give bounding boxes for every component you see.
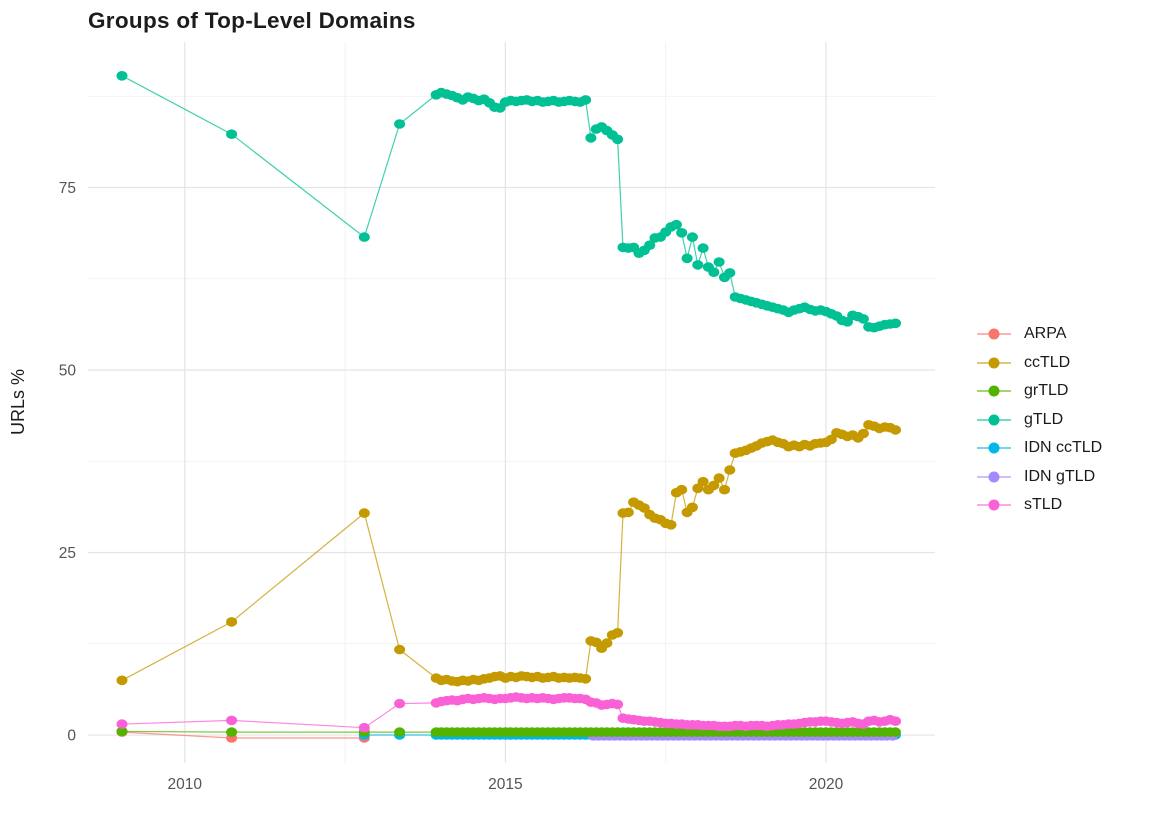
legend: ARPA ccTLD grTLD gTLD IDN ccTLD IDN gTLD sTLD xyxy=(977,320,1102,520)
legend-label: IDN gTLD xyxy=(1024,467,1096,485)
legend-label: ARPA xyxy=(1024,325,1067,343)
y-tick-label: 0 xyxy=(67,727,76,744)
y-tick-label: 50 xyxy=(59,362,77,379)
legend-key-icon xyxy=(977,328,1011,340)
y-tick-label: 75 xyxy=(59,180,76,197)
y-axis-title: URLs % xyxy=(8,369,28,435)
x-tick-label: 2020 xyxy=(809,776,844,793)
legend-item-cctld: ccTLD xyxy=(977,349,1102,378)
x-tick-label: 2015 xyxy=(488,776,522,793)
data-series xyxy=(116,71,901,743)
legend-item-idn-gtld: IDN gTLD xyxy=(977,463,1102,492)
series-cctld xyxy=(116,420,901,687)
chart-title: Groups of Top-Level Domains xyxy=(88,8,416,33)
series-gtld xyxy=(116,71,901,333)
legend-label: grTLD xyxy=(1024,382,1069,400)
legend-label: ccTLD xyxy=(1024,353,1071,371)
gridlines xyxy=(88,42,935,763)
legend-label: sTLD xyxy=(1024,496,1063,514)
legend-item-gtld: gTLD xyxy=(977,406,1102,435)
legend-item-idn-cctld: IDN ccTLD xyxy=(977,434,1102,463)
axis-tick-labels: 2010 2015 2020 0 25 50 75 xyxy=(59,180,844,793)
legend-key-icon xyxy=(977,442,1011,454)
legend-item-stld: sTLD xyxy=(977,491,1102,520)
series-stld xyxy=(116,692,901,733)
series-grtld xyxy=(116,726,901,737)
legend-item-arpa: ARPA xyxy=(977,320,1102,349)
legend-label: IDN ccTLD xyxy=(1024,439,1103,457)
x-tick-label: 2010 xyxy=(168,776,203,793)
y-tick-label: 25 xyxy=(59,545,76,562)
legend-key-icon xyxy=(977,471,1011,483)
legend-key-icon xyxy=(977,414,1011,426)
legend-item-grtld: grTLD xyxy=(977,377,1102,406)
legend-key-icon xyxy=(977,499,1011,511)
legend-key-icon xyxy=(977,357,1011,369)
legend-label: gTLD xyxy=(1024,410,1064,428)
legend-key-icon xyxy=(977,385,1011,397)
